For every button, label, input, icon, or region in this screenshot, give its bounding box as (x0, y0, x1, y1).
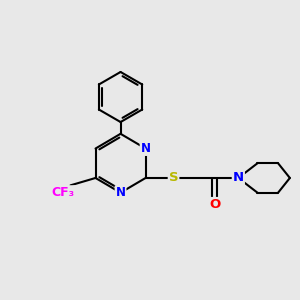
Text: O: O (209, 198, 220, 211)
Text: N: N (116, 186, 126, 199)
Text: S: S (169, 172, 178, 184)
Text: CF₃: CF₃ (52, 186, 75, 199)
Text: N: N (141, 142, 151, 155)
Text: N: N (233, 172, 244, 184)
